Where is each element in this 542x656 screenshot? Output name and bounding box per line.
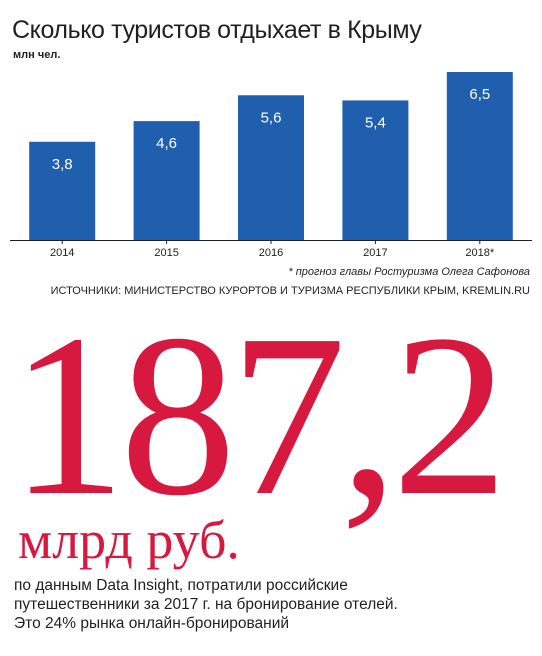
bar-value-label: 5,4 <box>365 114 386 131</box>
sources-note: ИСТОЧНИКИ: МИНИСТЕРСТВО КУРОРТОВ И ТУРИЗ… <box>50 285 530 297</box>
caption: по данным Data Insight, потратили россий… <box>14 576 534 633</box>
caption-line: Это 24% рынка онлайн-бронирований <box>14 615 290 632</box>
unit-label: млн чел. <box>13 49 61 61</box>
x-tick-label: 2015 <box>154 247 178 259</box>
x-tick-label: 2017 <box>363 247 387 259</box>
caption-line: по данным Data Insight, потратили россий… <box>14 577 348 594</box>
x-tick-label: 2018* <box>465 247 494 259</box>
caption-line: путешественники за 2017 г. на бронирован… <box>14 596 398 613</box>
big-number-unit: млрд руб. <box>18 510 240 570</box>
bar-value-label: 4,6 <box>156 135 177 152</box>
x-tick-label: 2014 <box>50 247 74 259</box>
bar-value-label: 5,6 <box>261 109 282 126</box>
bar-value-label: 6,5 <box>469 86 490 103</box>
bar-chart: 3,8 2014 4,6 2015 5,6 2016 5,4 2017 6,5 2018* <box>10 72 532 259</box>
bar-2016 <box>238 95 304 240</box>
bar-value-label: 3,8 <box>52 156 73 173</box>
bar-2017 <box>342 100 409 240</box>
big-number: 187,2 <box>10 287 508 544</box>
bar-2014 <box>29 141 96 240</box>
forecast-footnote: * прогноз главы Ростуризма Олега Сафонов… <box>288 266 530 278</box>
bar-2018 <box>446 72 513 240</box>
bar-2015 <box>133 121 200 240</box>
chart-title: Сколько туристов отдыхает в Крыму <box>12 16 422 44</box>
x-tick-label: 2016 <box>259 247 283 259</box>
